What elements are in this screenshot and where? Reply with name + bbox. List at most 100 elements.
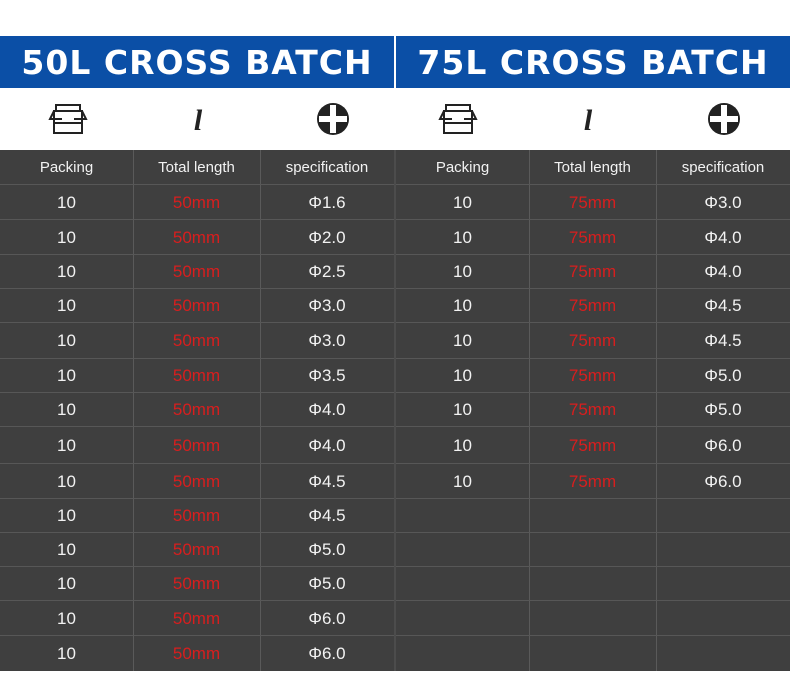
package-box-icon bbox=[438, 99, 478, 139]
left-spec-table: Packing Total length specification 10 50mm Φ1… bbox=[0, 150, 394, 671]
specification-cell: Φ3.0 bbox=[704, 192, 742, 212]
packing-cell: 10 bbox=[453, 366, 472, 385]
header-total-length: Total length bbox=[158, 158, 235, 176]
specification-cell: Φ6.0 bbox=[308, 644, 346, 663]
packing-cell: 10 bbox=[57, 366, 76, 385]
packing-cell: 10 bbox=[453, 262, 472, 281]
empty-table-row bbox=[396, 635, 790, 672]
icon-row: l l bbox=[0, 88, 790, 150]
right-title-banner: 75L CROSS BATCH bbox=[396, 36, 790, 88]
specification-cell: Φ4.5 bbox=[308, 471, 346, 491]
packing-cell: 10 bbox=[57, 227, 76, 247]
total-length-cell: 50mm bbox=[172, 506, 221, 525]
specification-cell: Φ4.0 bbox=[704, 262, 742, 281]
specification-cell: Φ4.5 bbox=[704, 296, 742, 315]
empty-table-row bbox=[396, 532, 790, 567]
total-length-cell: 75mm bbox=[568, 296, 617, 315]
specification-cell: Φ4.5 bbox=[308, 506, 346, 525]
phillips-cross-icon bbox=[313, 99, 353, 139]
specification-cell: Φ6.0 bbox=[704, 471, 742, 491]
specification-cell: Φ4.0 bbox=[308, 400, 346, 419]
specification-cell: Φ3.0 bbox=[308, 296, 346, 315]
packing-cell: 10 bbox=[453, 471, 472, 491]
packing-cell: 10 bbox=[453, 192, 472, 212]
length-symbol: l bbox=[584, 104, 593, 137]
left-title: 50L CROSS BATCH bbox=[21, 42, 373, 82]
total-length-cell: 75mm bbox=[568, 471, 617, 491]
header-packing: Packing bbox=[435, 158, 490, 176]
header-packing: Packing bbox=[39, 158, 94, 176]
specification-cell: Φ5.0 bbox=[308, 540, 346, 559]
empty-table-row bbox=[396, 498, 790, 533]
specification-cell: Φ5.0 bbox=[308, 574, 346, 593]
table-row: 10 75mm Φ4.5 bbox=[396, 288, 790, 323]
table-row: 10 50mm Φ4.0 bbox=[0, 392, 394, 427]
table-row: 10 50mm Φ2.0 bbox=[0, 219, 394, 255]
total-length-cell: 50mm bbox=[172, 540, 221, 559]
header-specification: specification bbox=[285, 158, 369, 176]
total-length-cell: 50mm bbox=[172, 227, 221, 247]
table-divider bbox=[394, 150, 396, 671]
table-row: 10 75mm Φ4.5 bbox=[396, 322, 790, 359]
header-total-length: Total length bbox=[554, 158, 631, 176]
table-row: 10 50mm Φ3.0 bbox=[0, 288, 394, 323]
total-length-cell: 75mm bbox=[568, 262, 617, 281]
table-row: 10 75mm Φ4.0 bbox=[396, 219, 790, 255]
specification-cell: Φ4.5 bbox=[704, 331, 742, 350]
total-length-cell: 75mm bbox=[568, 331, 617, 350]
table-row: 10 50mm Φ1.6 bbox=[0, 184, 394, 220]
length-icon: l bbox=[178, 99, 218, 139]
empty-table-row bbox=[396, 600, 790, 636]
phillips-cross-icon bbox=[704, 99, 744, 139]
table-row: 10 50mm Φ3.5 bbox=[0, 358, 394, 393]
total-length-cell: 50mm bbox=[172, 644, 221, 663]
total-length-cell: 50mm bbox=[172, 192, 221, 212]
total-length-cell: 50mm bbox=[172, 262, 221, 281]
specification-cell: Φ3.5 bbox=[308, 366, 346, 385]
packing-cell: 10 bbox=[57, 262, 76, 281]
table-header-row: Packing Total length specification bbox=[0, 150, 394, 184]
total-length-cell: 50mm bbox=[172, 471, 221, 491]
packing-cell: 10 bbox=[57, 471, 76, 491]
table-row: 10 50mm Φ5.0 bbox=[0, 532, 394, 567]
package-box-icon bbox=[48, 99, 88, 139]
packing-cell: 10 bbox=[57, 608, 76, 628]
packing-cell: 10 bbox=[453, 400, 472, 419]
specification-cell: Φ5.0 bbox=[704, 366, 742, 385]
total-length-cell: 50mm bbox=[172, 574, 221, 593]
column-divider bbox=[260, 150, 261, 671]
packing-cell: 10 bbox=[453, 435, 472, 455]
column-divider bbox=[656, 150, 657, 671]
total-length-cell: 75mm bbox=[568, 227, 617, 247]
table-row: 10 50mm Φ6.0 bbox=[0, 635, 394, 672]
table-row: 10 75mm Φ6.0 bbox=[396, 426, 790, 464]
packing-cell: 10 bbox=[453, 227, 472, 247]
table-row: 10 50mm Φ4.5 bbox=[0, 463, 394, 499]
header-specification: specification bbox=[681, 158, 765, 176]
specification-cell: Φ4.0 bbox=[704, 227, 742, 247]
table-row: 10 50mm Φ5.0 bbox=[0, 566, 394, 601]
packing-cell: 10 bbox=[57, 644, 76, 663]
packing-cell: 10 bbox=[453, 331, 472, 350]
packing-cell: 10 bbox=[57, 331, 76, 350]
specification-cell: Φ1.6 bbox=[308, 192, 346, 212]
length-icon: l bbox=[568, 99, 608, 139]
table-row: 10 50mm Φ4.0 bbox=[0, 426, 394, 464]
specification-cell: Φ2.5 bbox=[308, 262, 346, 281]
specification-cell: Φ6.0 bbox=[308, 608, 346, 628]
total-length-cell: 50mm bbox=[172, 400, 221, 419]
packing-cell: 10 bbox=[57, 435, 76, 455]
table-row: 10 75mm Φ6.0 bbox=[396, 463, 790, 499]
table-row: 10 50mm Φ6.0 bbox=[0, 600, 394, 636]
banner-divider bbox=[394, 36, 396, 88]
packing-cell: 10 bbox=[57, 400, 76, 419]
specification-cell: Φ5.0 bbox=[704, 400, 742, 419]
table-row: 10 50mm Φ2.5 bbox=[0, 254, 394, 289]
table-row: 10 75mm Φ5.0 bbox=[396, 392, 790, 427]
table-row: 10 50mm Φ4.5 bbox=[0, 498, 394, 533]
empty-table-row bbox=[396, 566, 790, 601]
column-divider bbox=[529, 150, 530, 671]
packing-cell: 10 bbox=[57, 540, 76, 559]
total-length-cell: 50mm bbox=[172, 331, 221, 350]
